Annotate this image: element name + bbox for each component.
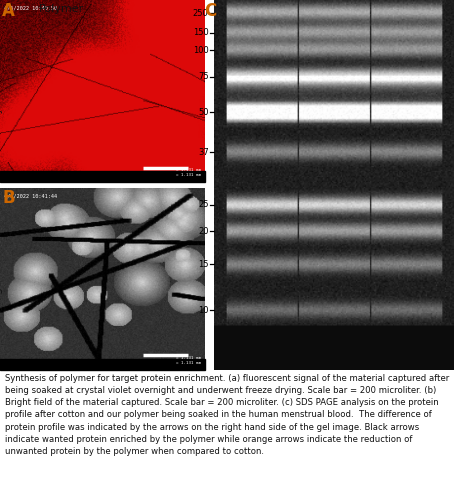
Bar: [0, 359, 205, 370]
Text: 4/5/2022 10:41:44: 4/5/2022 10:41:44: [4, 193, 57, 198]
Text: Synthesis of polymer for target protein enrichment. (a) fluorescent signal of th: Synthesis of polymer for target protein …: [5, 374, 449, 456]
Text: 100: 100: [193, 46, 208, 55]
Text: 15: 15: [198, 260, 208, 268]
Text: Polymer: Polymer: [39, 4, 84, 14]
Text: Bright Field: Bright Field: [0, 251, 3, 306]
Text: 4/5/2022 10:40:50: 4/5/2022 10:40:50: [4, 6, 57, 10]
Text: B: B: [2, 189, 15, 207]
Text: = 1.131 mm
= 1.131 mm: = 1.131 mm = 1.131 mm: [176, 168, 201, 177]
Text: 10: 10: [198, 306, 208, 315]
Text: 50: 50: [198, 108, 208, 117]
Text: C: C: [205, 2, 217, 20]
Text: 150: 150: [193, 28, 208, 38]
Text: Crystal Violet: Crystal Violet: [0, 58, 3, 124]
Text: 25: 25: [198, 200, 208, 209]
Bar: [0, 172, 205, 182]
Text: 75: 75: [198, 72, 208, 81]
Text: A: A: [2, 2, 15, 20]
Text: 250: 250: [193, 9, 208, 18]
Text: 37: 37: [198, 148, 208, 156]
Text: = 1.131 mm
= 1.131 mm: = 1.131 mm = 1.131 mm: [176, 356, 201, 364]
Text: 20: 20: [198, 227, 208, 236]
